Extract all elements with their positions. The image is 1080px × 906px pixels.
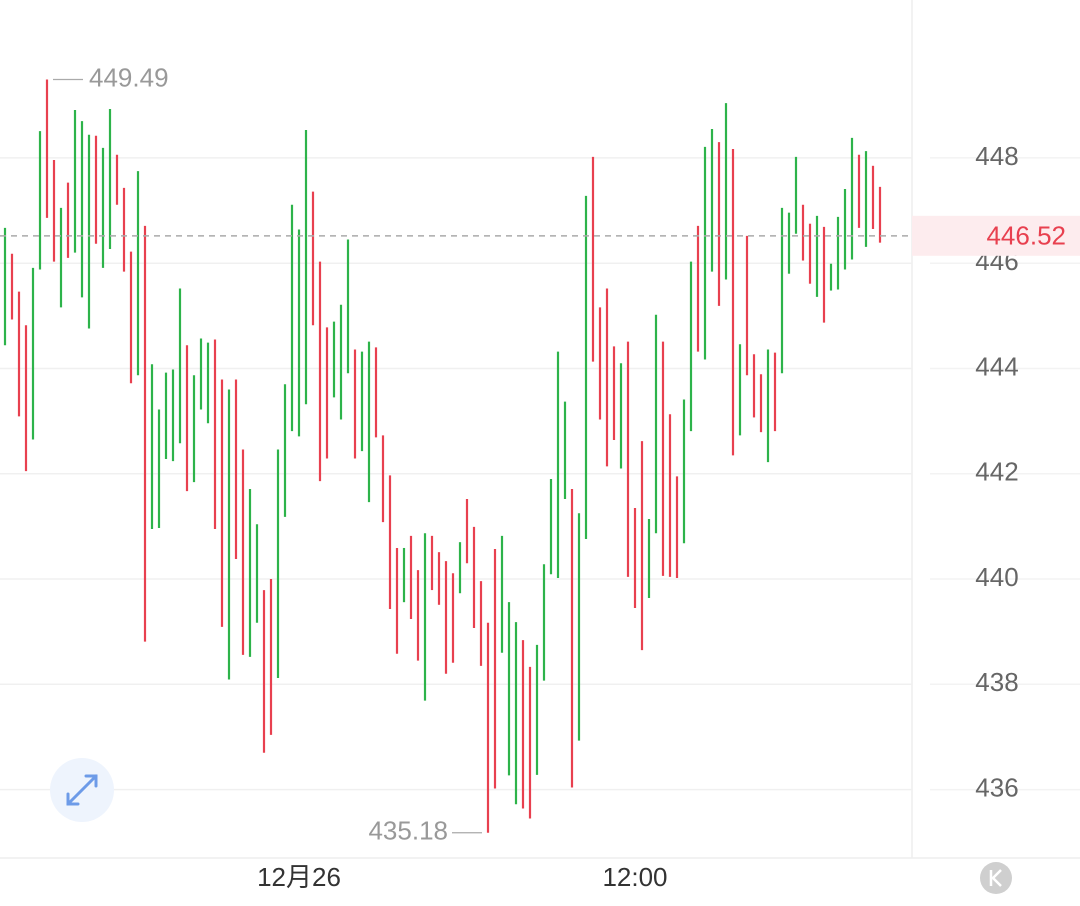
y-tick-label: 448 [975,141,1018,171]
y-tick-label: 440 [975,562,1018,592]
y-tick-label: 444 [975,351,1018,381]
y-tick-label: 436 [975,772,1018,802]
y-tick-label: 442 [975,457,1018,487]
x-tick-label: 12月26 [257,862,341,892]
expand-button[interactable] [50,758,114,822]
k-button[interactable] [980,862,1012,894]
last-price-box [912,215,1080,256]
high-marker-label: 449.49 [89,62,169,92]
x-tick-label: 12:00 [602,862,667,892]
low-marker-label: 435.18 [368,816,448,846]
y-tick-label: 438 [975,667,1018,697]
last-price-label: 446.52 [986,221,1066,251]
